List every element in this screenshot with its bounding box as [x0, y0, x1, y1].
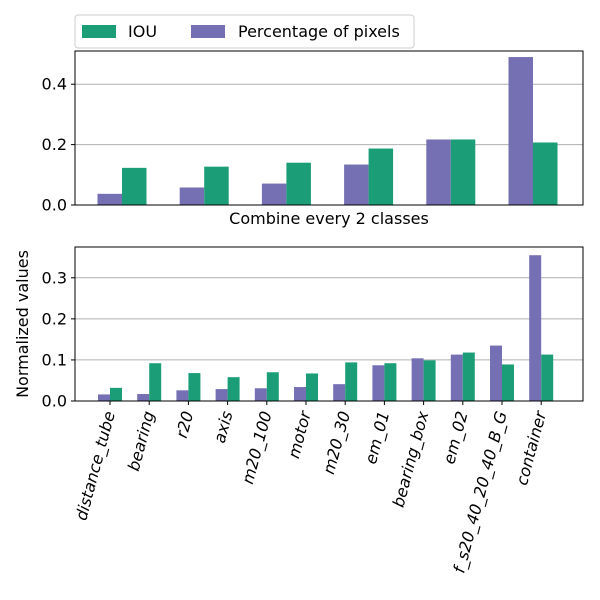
legend-label-iou: IOU: [128, 22, 157, 41]
x-tick-label: bearing_box: [389, 409, 434, 510]
x-tick-label: m20_30: [319, 409, 355, 476]
bar-percentage: [176, 390, 189, 401]
x-tick-label: m20_100: [238, 409, 277, 486]
x-tick-label: em_02: [439, 409, 472, 466]
bar-iou: [368, 148, 394, 205]
top-chart: 0.0 0.2 0.4 Combine every 2 classes: [42, 50, 584, 228]
bar-iou: [110, 387, 122, 401]
bar-iou: [149, 363, 162, 401]
bar-percentage: [98, 394, 110, 401]
bar-iou: [541, 354, 554, 401]
x-tick-label: axis: [210, 409, 237, 445]
bar-percentage: [261, 183, 287, 205]
x-tick-label: bearing: [124, 409, 158, 473]
bar-percentage: [450, 354, 463, 401]
x-tick-label: distance_tube: [71, 409, 119, 523]
bar-percentage: [508, 57, 533, 205]
bar-iou: [286, 162, 311, 205]
bar-iou: [266, 372, 279, 401]
bar-percentage: [137, 394, 150, 401]
bar-iou: [533, 142, 558, 205]
x-tick-label: motor: [284, 408, 315, 461]
bar-percentage: [97, 193, 122, 205]
y-tick-label: 0.2: [42, 309, 67, 328]
bar-percentage: [529, 255, 542, 401]
x-tick-label: r20: [172, 409, 197, 440]
bar-percentage: [215, 389, 228, 401]
legend-label-percentage: Percentage of pixels: [238, 22, 400, 41]
x-tick-label: em_01: [361, 409, 394, 466]
x-tick-label: container: [512, 408, 550, 488]
bar-percentage: [254, 388, 267, 401]
bar-iou: [345, 362, 358, 401]
y-tick-label: 0.2: [42, 135, 67, 154]
legend-swatch-percentage: [191, 25, 225, 38]
bar-percentage: [426, 139, 451, 205]
y-tick-label: 0.1: [42, 350, 67, 369]
y-tick-label: 0.3: [42, 268, 67, 287]
bar-percentage: [179, 187, 205, 205]
legend: IOU Percentage of pixels: [74, 14, 415, 49]
bar-percentage: [294, 387, 306, 401]
y-tick-label: 0.0: [42, 196, 67, 215]
bar-iou: [462, 352, 475, 401]
bar-iou: [122, 167, 147, 205]
bar-iou: [384, 363, 397, 401]
bar-percentage: [333, 384, 346, 401]
bar-iou: [423, 360, 436, 401]
bar-iou: [204, 166, 229, 205]
bottom-chart: 0.0 0.1 0.2 0.3 distance_tube bearing r20 axis…: [13, 246, 584, 575]
bottom-chart-frame: [74, 246, 584, 402]
y-tick-label: 0.0: [42, 392, 67, 411]
y-tick-label: 0.4: [42, 75, 67, 94]
bar-iou: [450, 139, 476, 205]
bar-percentage: [411, 358, 424, 401]
bar-percentage: [344, 164, 369, 205]
bar-iou: [227, 377, 240, 401]
legend-swatch-iou: [82, 25, 116, 38]
bar-percentage: [372, 365, 385, 401]
bar-percentage: [490, 345, 502, 401]
bar-iou: [306, 373, 318, 401]
bar-iou: [502, 364, 514, 401]
legend-frame: [74, 14, 415, 49]
bottom-y-axis-label: Normalized values: [13, 250, 32, 398]
top-chart-frame: [74, 50, 584, 206]
bar-iou: [188, 373, 201, 401]
top-x-axis-label: Combine every 2 classes: [229, 209, 429, 228]
